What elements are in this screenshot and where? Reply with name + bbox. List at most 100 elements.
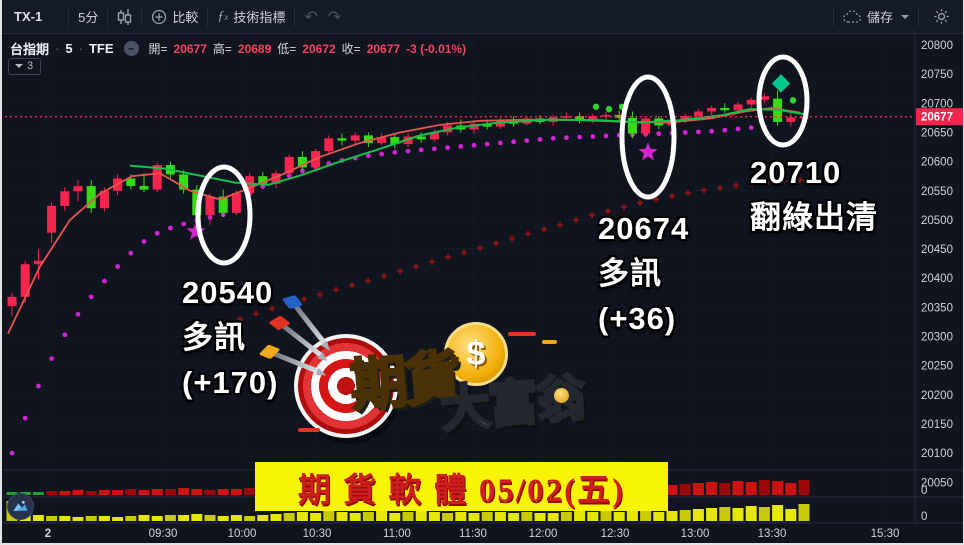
green-dot-marker bbox=[605, 105, 613, 113]
corner-logo-icon bbox=[7, 493, 34, 520]
annotation-line: 20674 bbox=[598, 211, 690, 246]
toolbar-divider bbox=[68, 7, 70, 26]
price-axis[interactable]: 20800 20750 20700 20650 20600 20550 20500 20450… bbox=[916, 40, 963, 523]
svg-text:10:00: 10:00 bbox=[228, 528, 257, 540]
settings-button[interactable] bbox=[919, 0, 964, 33]
annotation-line: 20710 bbox=[750, 155, 842, 190]
svg-text:13:30: 13:30 bbox=[758, 528, 787, 540]
buy-signal-star-icon bbox=[186, 221, 206, 240]
annotation-line: (+170) bbox=[182, 365, 279, 400]
svg-text:13:00: 13:00 bbox=[681, 528, 710, 540]
signal-annotation: 20674 多訊 (+36) bbox=[598, 206, 689, 341]
collapse-icon[interactable]: – bbox=[123, 41, 139, 56]
annotation-line: 20540 bbox=[182, 275, 274, 310]
highlight-ellipse bbox=[756, 54, 810, 148]
signal-annotation: 20540 多訊 (+170) bbox=[182, 270, 278, 405]
svg-text:20500: 20500 bbox=[921, 215, 953, 227]
ma-slow-line bbox=[129, 108, 806, 186]
toolbar-right-group: 儲存 bbox=[832, 0, 964, 33]
svg-text:20300: 20300 bbox=[921, 332, 953, 344]
svg-text:2: 2 bbox=[45, 528, 51, 540]
toolbar-divider bbox=[294, 7, 296, 26]
legend-row: 台指期 · 5 · TFE – 開= 20677 高= 20689 低= 20672 … bbox=[10, 39, 466, 58]
gear-icon bbox=[933, 8, 950, 25]
coin-dot-icon bbox=[554, 388, 569, 403]
svg-text:20800: 20800 bbox=[921, 40, 953, 52]
speed-line bbox=[298, 428, 320, 432]
svg-text:20550: 20550 bbox=[921, 186, 953, 198]
annotation-line: 翻綠出清 bbox=[750, 200, 878, 235]
plus-circle-icon bbox=[151, 9, 167, 25]
dollar-coin-icon: $ bbox=[444, 322, 508, 386]
green-dot-marker bbox=[789, 97, 797, 104]
indicator-count: 3 bbox=[27, 60, 34, 72]
svg-text:20677: 20677 bbox=[921, 112, 953, 124]
svg-text:20150: 20150 bbox=[921, 419, 953, 431]
legend-separator: · bbox=[55, 41, 60, 56]
open-value: 20677 bbox=[173, 41, 207, 56]
save-button[interactable]: 儲存 bbox=[834, 0, 918, 33]
svg-text:0: 0 bbox=[921, 485, 927, 497]
annotation-line: (+36) bbox=[598, 301, 677, 336]
last-price-badge bbox=[916, 108, 963, 126]
annotation-line: 多訊 bbox=[598, 256, 662, 291]
svg-text:15:30: 15:30 bbox=[871, 528, 900, 540]
chart-style-button[interactable] bbox=[108, 0, 141, 33]
chevron-down-icon bbox=[15, 64, 23, 68]
close-value: 20677 bbox=[366, 41, 401, 56]
speed-line bbox=[542, 340, 557, 344]
open-label: 開= bbox=[148, 42, 168, 56]
top-toolbar: TX-1 5分 比較 bbox=[0, 0, 964, 34]
toolbar-divider bbox=[141, 7, 143, 26]
svg-text:12:30: 12:30 bbox=[601, 528, 630, 540]
high-label: 高= bbox=[212, 42, 232, 56]
gridlines bbox=[0, 33, 915, 523]
exit-signal-diamond-icon bbox=[771, 74, 791, 93]
redo-button[interactable]: ↷ bbox=[327, 8, 342, 26]
left-edge bbox=[0, 0, 2, 545]
legend-interval: 5 bbox=[65, 41, 73, 56]
svg-text:09:30: 09:30 bbox=[149, 528, 178, 540]
svg-text:11:30: 11:30 bbox=[459, 528, 487, 540]
time-axis[interactable]: 2 09:30 10:00 10:30 11:00 11:30 12:00 12:30 13:0… bbox=[45, 528, 900, 540]
compare-button[interactable]: 比較 bbox=[142, 0, 207, 33]
indicator-count-chip[interactable]: 3 bbox=[8, 58, 42, 75]
highlight-ellipse bbox=[619, 74, 677, 200]
undo-button[interactable]: ↶ bbox=[304, 8, 318, 26]
annotation-line: 多訊 bbox=[182, 320, 246, 355]
indicators-label: 技術指標 bbox=[233, 10, 286, 25]
svg-text:20100: 20100 bbox=[921, 448, 953, 460]
svg-text:0: 0 bbox=[921, 511, 927, 523]
signal-markers bbox=[186, 74, 797, 240]
signal-annotation: 20710 翻綠出清 bbox=[750, 150, 878, 240]
chevron-down-icon bbox=[901, 14, 909, 19]
toolbar-divider bbox=[107, 7, 109, 26]
bottom-edge bbox=[0, 543, 964, 545]
svg-text:20050: 20050 bbox=[921, 477, 953, 489]
buy-signal-star-icon bbox=[638, 142, 658, 161]
green-dot-marker bbox=[592, 103, 600, 110]
dollar-sign: $ bbox=[466, 334, 486, 373]
symbol-button[interactable]: TX-1 bbox=[14, 9, 43, 24]
low-value: 20672 bbox=[302, 41, 336, 56]
low-label: 低= bbox=[277, 42, 297, 56]
svg-text:20600: 20600 bbox=[921, 157, 953, 169]
close-label: 收= bbox=[341, 42, 361, 56]
svg-text:20700: 20700 bbox=[921, 98, 953, 110]
legend-separator: · bbox=[78, 41, 83, 56]
banner-text: 期 貨 軟 體 05/02(五) bbox=[297, 472, 626, 509]
svg-text:20650: 20650 bbox=[921, 127, 953, 139]
svg-text:20450: 20450 bbox=[921, 244, 953, 256]
high-value: 20689 bbox=[237, 41, 272, 56]
compare-label: 比較 bbox=[172, 10, 199, 25]
svg-text:10:30: 10:30 bbox=[303, 528, 332, 540]
cloud-icon bbox=[843, 9, 862, 24]
brand-watermark: 期貨 $ 大富翁 bbox=[272, 304, 592, 439]
promo-banner: 期 貨 軟 體 05/02(五) bbox=[255, 462, 668, 511]
interval-button[interactable]: 5分 bbox=[78, 10, 99, 25]
toolbar-divider bbox=[918, 7, 919, 26]
ma-fast-line bbox=[7, 107, 801, 334]
